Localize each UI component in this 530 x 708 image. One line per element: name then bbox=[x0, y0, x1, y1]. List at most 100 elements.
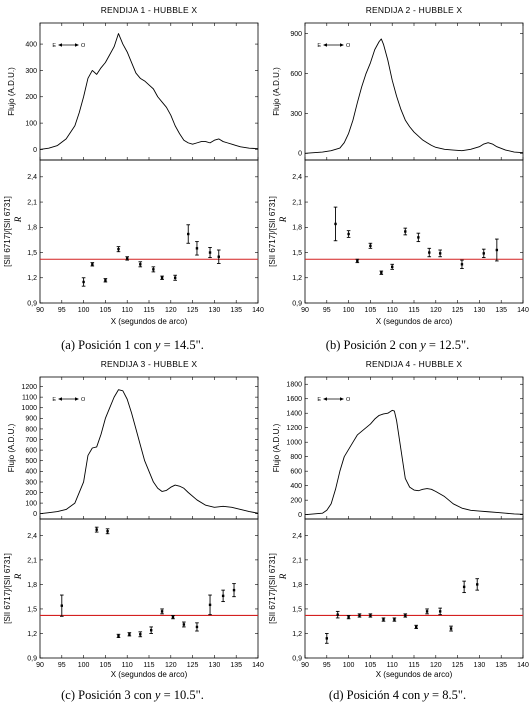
caption-var: y bbox=[423, 688, 429, 702]
xtick-label: 140 bbox=[517, 307, 529, 314]
chart-title: RENDIJA 2 - HUBBLE X bbox=[366, 5, 463, 15]
ratio-point bbox=[117, 247, 120, 251]
flux-ytick-label: 400 bbox=[25, 41, 37, 48]
chart-svg-b: RENDIJA 2 - HUBBLE X 0 300 600 900 0,9 1,2 1,5 1… bbox=[268, 5, 529, 326]
chart-title: RENDIJA 4 - HUBBLE X bbox=[366, 359, 463, 369]
caption-prefix: (b) Posición 2 con bbox=[325, 338, 421, 352]
flux-y-axis-label: Flujo (A.D.U.) bbox=[272, 423, 281, 472]
ratio-point bbox=[358, 614, 361, 617]
xtick-label: 110 bbox=[122, 662, 133, 669]
caption-var: y bbox=[154, 688, 161, 702]
ratio-ytick-label: 1,5 bbox=[292, 606, 302, 613]
chart-svg-d: RENDIJA 4 - HUBBLE X 0 200 400 600 800 1000 120… bbox=[268, 359, 529, 679]
ratio-ytick-label: 2,1 bbox=[292, 557, 302, 564]
xtick-label: 125 bbox=[187, 307, 199, 314]
xtick-label: 105 bbox=[365, 307, 377, 314]
flux-y-axis-label: Flujo (A.D.U.) bbox=[7, 67, 16, 116]
ratio-point bbox=[160, 610, 164, 613]
xtick-label: 95 bbox=[323, 662, 331, 669]
flux-ytick-label: 300 bbox=[25, 68, 37, 75]
ratio-ytick-label: 1,5 bbox=[27, 606, 37, 613]
ratio-point bbox=[438, 610, 442, 613]
x-axis-label: X (segundos de arco) bbox=[376, 670, 453, 679]
flux-ytick-label: 900 bbox=[25, 416, 37, 423]
caption-b: (b) Posición 2 con y = 12.5". bbox=[265, 338, 530, 353]
ratio-plot-frame bbox=[39, 518, 259, 659]
ratio-point bbox=[60, 604, 63, 607]
flux-ytick-label: 1000 bbox=[21, 405, 37, 412]
xtick-label: 125 bbox=[452, 307, 464, 314]
flux-ytick-label: 1800 bbox=[286, 382, 302, 389]
xtick-label: 110 bbox=[122, 307, 133, 314]
ratio-ytick-label: 2,4 bbox=[27, 533, 37, 540]
ratio-point bbox=[117, 634, 120, 638]
flux-ytick-label: 100 bbox=[25, 501, 37, 508]
direction-arrow-left-head bbox=[323, 397, 327, 401]
direction-arrow-left-head bbox=[58, 397, 62, 401]
xtick-label: 120 bbox=[430, 662, 442, 669]
flux-ytick-label: 1400 bbox=[286, 411, 302, 418]
ratio-ytick-label: 2,1 bbox=[27, 199, 37, 206]
xtick-label: 105 bbox=[365, 662, 377, 669]
chart-svg-a: RENDIJA 1 - HUBBLE X 0 100 200 300 400 0,9 1,2 1… bbox=[3, 5, 264, 326]
flux-ytick-label: 900 bbox=[290, 31, 302, 38]
ratio-ytick-label: 0,9 bbox=[27, 655, 37, 662]
ratio-point bbox=[195, 625, 199, 629]
ratio-point bbox=[91, 263, 94, 266]
ratio-ytick-label: 2,4 bbox=[292, 174, 302, 181]
xtick-label: 115 bbox=[143, 307, 154, 314]
ratio-ytick-label: 1,8 bbox=[27, 582, 37, 589]
xtick-label: 100 bbox=[343, 307, 355, 314]
flux-ytick-label: 600 bbox=[290, 469, 302, 476]
ratio-point bbox=[476, 583, 479, 586]
ratio-plot-frame bbox=[39, 159, 259, 304]
xtick-label: 100 bbox=[78, 662, 90, 669]
flux-ytick-label: 200 bbox=[290, 498, 302, 505]
flux-y-axis-label: Flujo (A.D.U.) bbox=[7, 423, 16, 472]
ratio-ytick-label: 2,1 bbox=[27, 557, 37, 564]
caption-suffix: = 10.5". bbox=[160, 688, 204, 702]
flux-ytick-label: 500 bbox=[25, 458, 37, 465]
flux-ytick-label: 1200 bbox=[286, 425, 302, 432]
ratio-point bbox=[106, 530, 109, 533]
xtick-label: 130 bbox=[474, 307, 486, 314]
xtick-label: 135 bbox=[495, 662, 507, 669]
xtick-label: 135 bbox=[230, 307, 242, 314]
flux-plot-frame bbox=[304, 22, 524, 161]
xtick-label: 95 bbox=[58, 662, 66, 669]
ratio-ytick-label: 0,9 bbox=[292, 300, 302, 307]
caption-c: (c) Posición 3 con y = 10.5". bbox=[0, 688, 265, 703]
ratio-point bbox=[171, 615, 175, 619]
ratio-plot-frame bbox=[304, 518, 524, 659]
xtick-label: 110 bbox=[387, 307, 398, 314]
caption-var: y bbox=[154, 338, 161, 352]
xtick-label: 120 bbox=[165, 662, 177, 669]
direction-east-label: E bbox=[52, 397, 56, 403]
ratio-point bbox=[208, 251, 212, 254]
ratio-point bbox=[182, 623, 186, 626]
flux-ytick-label: 600 bbox=[25, 448, 37, 455]
caption-prefix: (a) Posición 1 con bbox=[61, 338, 155, 352]
direction-west-label: O bbox=[346, 43, 351, 49]
flux-ytick-label: 300 bbox=[290, 111, 302, 118]
ratio-ytick-label: 1,2 bbox=[27, 275, 37, 282]
ratio-plot-frame bbox=[304, 159, 524, 304]
xtick-label: 135 bbox=[495, 307, 507, 314]
ratio-point bbox=[356, 259, 359, 263]
ratio-ytick-label: 2,4 bbox=[292, 533, 302, 540]
flux-ytick-label: 300 bbox=[25, 479, 37, 486]
xtick-label: 115 bbox=[408, 662, 419, 669]
flux-ytick-label: 200 bbox=[25, 94, 37, 101]
ratio-ytick-label: 1,8 bbox=[292, 582, 302, 589]
flux-ytick-label: 400 bbox=[290, 483, 302, 490]
direction-west-label: O bbox=[81, 397, 86, 403]
xtick-label: 130 bbox=[209, 662, 221, 669]
ratio-y-axis-var: R bbox=[278, 573, 288, 580]
flux-ytick-label: 800 bbox=[25, 426, 37, 433]
ratio-point bbox=[428, 251, 431, 254]
ratio-point bbox=[391, 265, 394, 269]
ratio-point bbox=[438, 252, 442, 255]
ratio-point bbox=[393, 618, 396, 621]
xtick-label: 130 bbox=[209, 307, 221, 314]
ratio-point bbox=[380, 271, 383, 274]
